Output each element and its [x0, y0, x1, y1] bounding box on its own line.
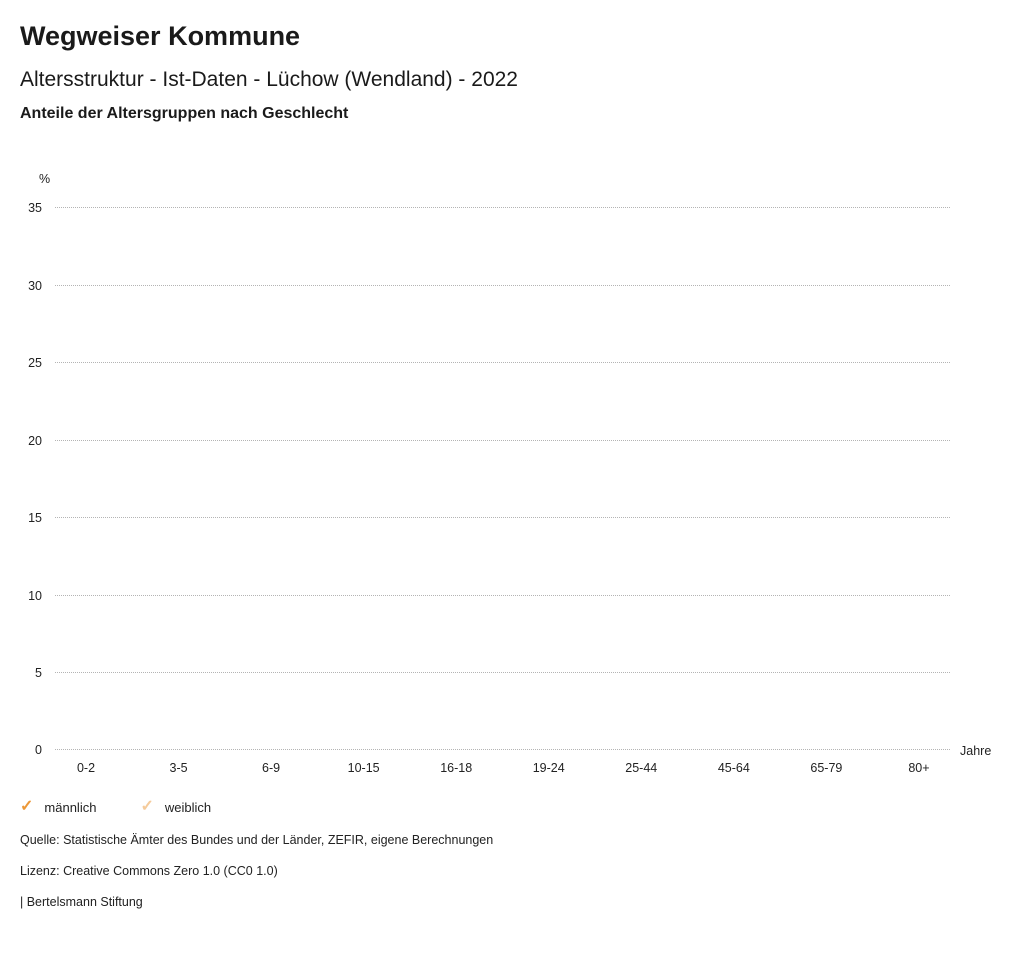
- y-axis-unit-label: %: [39, 172, 51, 187]
- page-subtitle: Altersstruktur - Ist-Daten - Lüchow (Wen…: [20, 67, 518, 91]
- legend-item-weiblich[interactable]: ✓ weiblich: [140, 799, 211, 815]
- gridline-25: [55, 362, 950, 364]
- x-axis-label-25-44: 25-44: [625, 761, 658, 776]
- chart-heading: Anteile der Altersgruppen nach Geschlech…: [20, 104, 349, 122]
- legend-item-maennlich[interactable]: ✓ männlich: [20, 799, 96, 815]
- x-axis-label-3-5: 3-5: [169, 761, 188, 776]
- y-axis-tick-10: 10: [28, 588, 42, 603]
- y-axis-tick-5: 5: [35, 665, 42, 680]
- y-axis-tick-35: 35: [28, 201, 42, 216]
- source-text: Quelle: Statistische Ämter des Bundes un…: [20, 832, 494, 847]
- x-axis-label-45-64: 45-64: [717, 761, 750, 776]
- gridline-0: [55, 749, 950, 751]
- x-axis-label-6-9: 6-9: [262, 761, 281, 776]
- footer: Quelle: Statistische Ämter des Bundes un…: [20, 834, 1024, 909]
- x-axis-label-65-79: 65-79: [810, 761, 843, 776]
- page: Wegweiser Kommune Altersstruktur - Ist-D…: [0, 21, 1024, 909]
- y-axis-tick-20: 20: [28, 433, 42, 448]
- gridline-15: [55, 517, 950, 519]
- x-axis-label-10-15: 10-15: [347, 761, 380, 776]
- x-axis-label-80+: 80+: [908, 761, 930, 776]
- legend-label: männlich: [44, 799, 97, 815]
- x-axis-labels: 0-2 3-5 6-9 10-15 16-18 19-24 25-44 45-64 65-79 8…: [55, 761, 950, 775]
- gridline-10: [55, 594, 950, 596]
- x-axis-title: Jahre: [960, 744, 992, 759]
- legend-label: weiblich: [164, 799, 212, 815]
- check-icon: ✓: [140, 798, 154, 816]
- y-axis-tick-30: 30: [28, 278, 42, 293]
- gridline-20: [55, 439, 950, 441]
- gridline-5: [55, 671, 950, 673]
- y-axis-tick-15: 15: [28, 511, 42, 526]
- gridline-30: [55, 284, 950, 286]
- y-axis-tick-0: 0: [35, 743, 42, 758]
- plot-area: % Jahre 0 5 10 15 20 25 30 35: [28, 172, 991, 758]
- bars-row: [55, 208, 950, 750]
- x-axis-label-16-18: 16-18: [440, 761, 473, 776]
- legend: ✓ männlich ✓ weiblich: [20, 799, 1024, 815]
- attribution-text: | Bertelsmann Stiftung: [20, 894, 143, 909]
- gridline-35: [55, 207, 950, 209]
- check-icon: ✓: [20, 798, 34, 816]
- page-title: Wegweiser Kommune: [20, 21, 301, 51]
- x-axis-label-0-2: 0-2: [76, 761, 96, 776]
- x-axis-label-19-24: 19-24: [532, 761, 565, 776]
- license-text: Lizenz: Creative Commons Zero 1.0 (CC0 1…: [20, 863, 278, 878]
- y-axis-tick-25: 25: [28, 356, 42, 371]
